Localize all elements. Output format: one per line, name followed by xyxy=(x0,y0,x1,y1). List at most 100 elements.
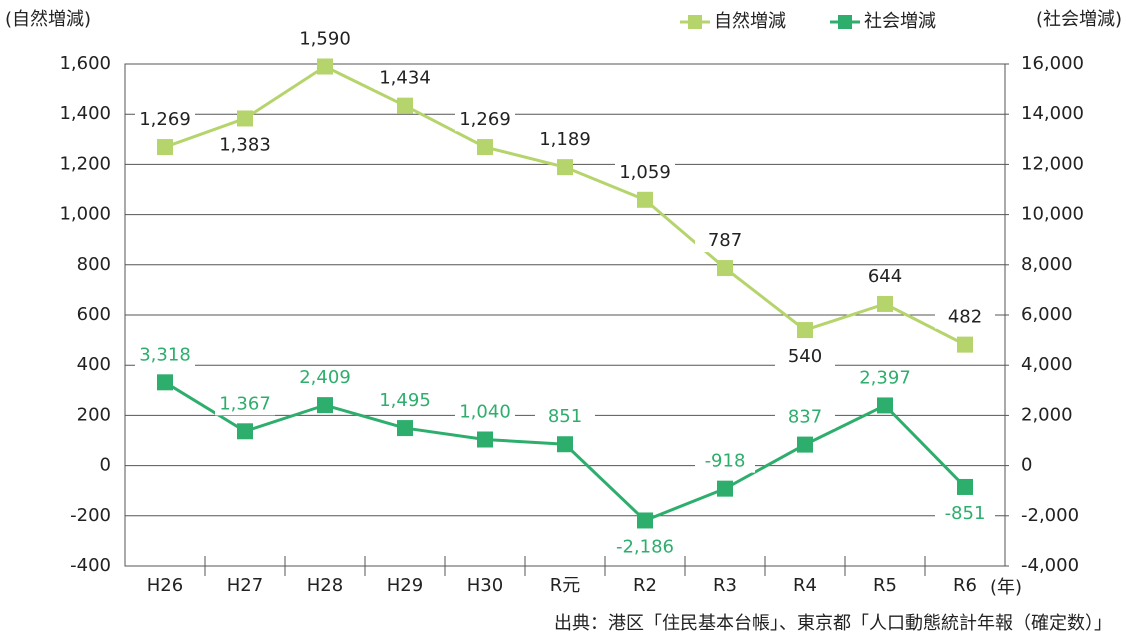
data-label: 1,189 xyxy=(539,129,591,150)
x-tick-label: R3 xyxy=(713,575,737,596)
y2-tick-label: 12,000 xyxy=(1021,153,1084,174)
y2-tick-label: 2,000 xyxy=(1021,404,1073,425)
data-label: 1,495 xyxy=(379,390,431,411)
label-bg xyxy=(455,401,515,424)
y-tick-label: 1,600 xyxy=(59,53,111,74)
x-tick-label: H28 xyxy=(307,575,343,596)
y-tick-label: 600 xyxy=(77,304,111,325)
marker xyxy=(797,436,813,453)
label-bg xyxy=(855,265,915,288)
marker xyxy=(237,423,253,440)
marker xyxy=(237,110,253,127)
marker xyxy=(157,139,173,156)
y-tick-label: 0 xyxy=(100,455,111,476)
y2-tick-label: -2,000 xyxy=(1021,505,1079,526)
label-bg xyxy=(775,406,835,429)
data-label: 851 xyxy=(548,406,582,427)
data-label: 3,318 xyxy=(139,344,191,365)
marker xyxy=(557,159,573,176)
legend-label: 自然増減 xyxy=(714,11,786,32)
label-bg xyxy=(295,367,355,390)
legend-label: 社会増減 xyxy=(864,11,936,32)
marker xyxy=(397,420,413,437)
label-bg xyxy=(615,536,675,559)
y2-tick-label: 0 xyxy=(1021,455,1032,476)
series-line xyxy=(164,64,966,346)
label-bg xyxy=(535,406,595,429)
legend-marker xyxy=(838,15,852,29)
y-tick-label: -200 xyxy=(70,505,111,526)
label-bg xyxy=(935,306,995,329)
y-tick-label: 800 xyxy=(77,254,111,275)
marker xyxy=(797,322,813,339)
marker xyxy=(477,431,493,448)
data-label: 1,590 xyxy=(299,29,351,50)
y-tick-label: -400 xyxy=(70,555,111,576)
x-axis-label: (年) xyxy=(990,577,1022,598)
x-tick-label: H29 xyxy=(387,575,423,596)
data-label: 787 xyxy=(708,230,742,251)
marker xyxy=(157,374,173,391)
y2-tick-label: 4,000 xyxy=(1021,354,1073,375)
label-bg xyxy=(695,230,755,253)
data-label: 1,269 xyxy=(139,109,191,130)
label-bg xyxy=(775,346,835,369)
plot-frame xyxy=(124,63,1006,567)
label-bg xyxy=(135,344,195,367)
label-bg xyxy=(615,161,675,184)
marker xyxy=(717,260,733,277)
label-bg xyxy=(375,67,435,90)
data-label: -918 xyxy=(705,451,746,472)
x-tick-label: H30 xyxy=(467,575,503,596)
marker xyxy=(637,191,653,208)
marker xyxy=(557,436,573,453)
data-label: 1,269 xyxy=(459,109,511,130)
y2-tick-label: 14,000 xyxy=(1021,103,1084,124)
label-bg xyxy=(215,393,275,416)
data-label: 1,367 xyxy=(219,393,271,414)
x-tick-label: R2 xyxy=(633,575,657,596)
label-bg xyxy=(855,367,915,390)
label-bg xyxy=(935,502,995,525)
marker xyxy=(637,512,653,529)
y-axis-label: (自然増減) xyxy=(5,9,91,30)
marker xyxy=(317,58,333,75)
marker xyxy=(957,336,973,353)
y2-tick-label: 16,000 xyxy=(1021,53,1084,74)
y2-tick-label: 6,000 xyxy=(1021,304,1073,325)
label-bg xyxy=(135,109,195,132)
data-label: 1,383 xyxy=(219,134,271,155)
y2-tick-label: 8,000 xyxy=(1021,254,1073,275)
x-tick-label: R5 xyxy=(873,575,897,596)
y-tick-label: 200 xyxy=(77,404,111,425)
label-bg xyxy=(215,134,275,157)
marker xyxy=(877,397,893,414)
data-label: 482 xyxy=(948,307,982,328)
data-label: 1,040 xyxy=(459,401,511,422)
marker xyxy=(477,139,493,156)
marker xyxy=(877,295,893,312)
y-tick-label: 400 xyxy=(77,354,111,375)
x-tick-label: R元 xyxy=(550,575,581,596)
data-label: 837 xyxy=(788,407,822,428)
label-bg xyxy=(455,109,515,132)
y2-tick-label: -4,000 xyxy=(1021,555,1079,576)
x-tick-label: H26 xyxy=(147,575,183,596)
data-label: 2,409 xyxy=(299,367,351,388)
data-label: 644 xyxy=(868,266,902,287)
data-label: 1,059 xyxy=(619,162,671,183)
x-tick-label: R4 xyxy=(793,575,817,596)
data-label: 1,434 xyxy=(379,68,431,89)
data-label: 2,397 xyxy=(859,367,911,388)
label-bg xyxy=(295,28,355,51)
data-label: 540 xyxy=(788,346,822,367)
data-label: -2,186 xyxy=(616,536,674,557)
x-tick-label: R6 xyxy=(953,575,977,596)
label-bg xyxy=(535,129,595,152)
y2-tick-label: 10,000 xyxy=(1021,204,1084,225)
marker xyxy=(397,97,413,114)
marker xyxy=(957,478,973,495)
y-tick-label: 1,400 xyxy=(59,103,111,124)
data-label: -851 xyxy=(945,503,986,524)
